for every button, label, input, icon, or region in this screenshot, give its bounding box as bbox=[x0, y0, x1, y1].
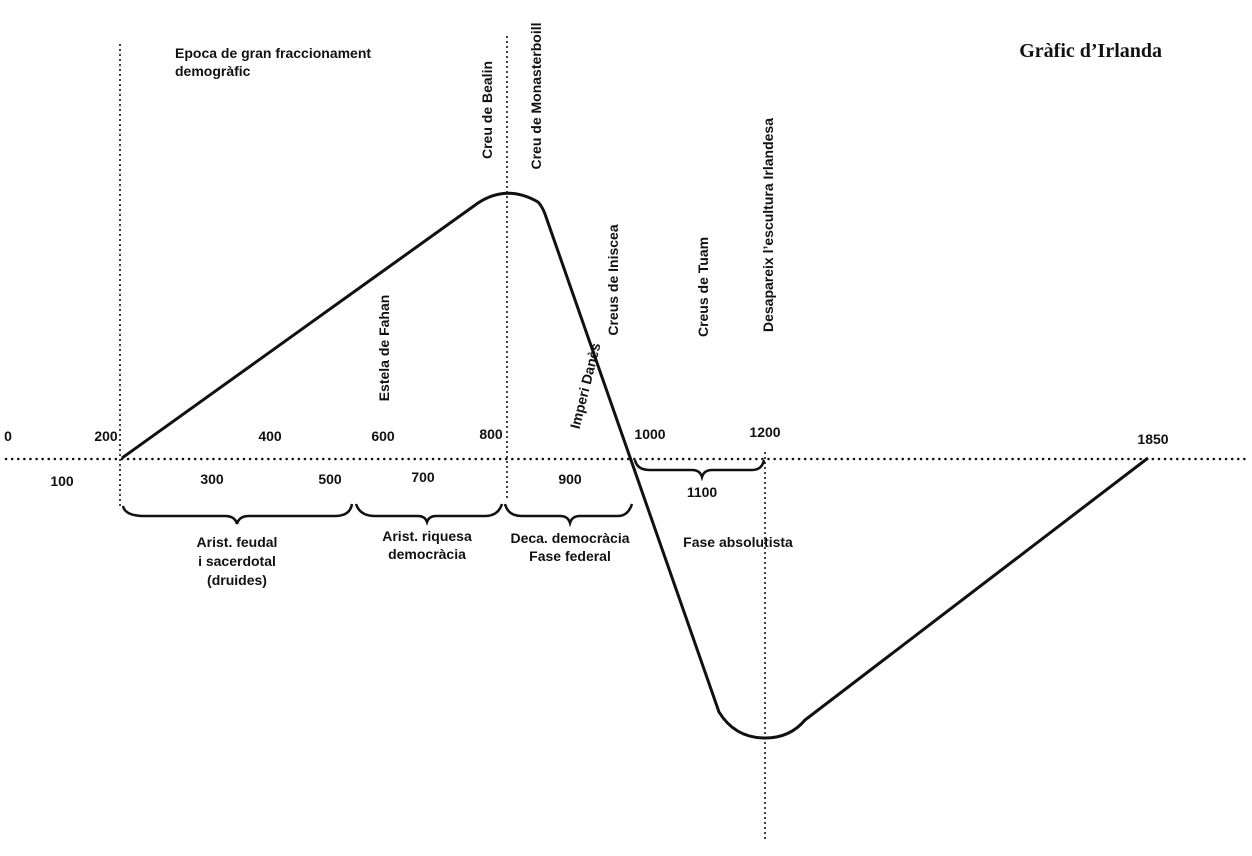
event-label: Estela de Fahan bbox=[376, 295, 392, 402]
brace bbox=[121, 503, 354, 525]
phase-label: i sacerdotal bbox=[198, 553, 276, 569]
brace bbox=[503, 503, 634, 528]
year-label: 1200 bbox=[749, 424, 780, 440]
year-label: 200 bbox=[94, 428, 118, 444]
title: Gràfic d’Irlanda bbox=[1019, 40, 1162, 62]
top-note: Epoca de gran fraccionament bbox=[175, 45, 371, 61]
year-label: 300 bbox=[200, 471, 224, 487]
phase-label: Deca. democràcia bbox=[510, 530, 629, 546]
phase-label: democràcia bbox=[388, 546, 466, 562]
year-label: 1850 bbox=[1137, 431, 1168, 447]
phase-label: Arist. feudal bbox=[197, 534, 278, 550]
year-label: 400 bbox=[258, 428, 282, 444]
brace bbox=[354, 503, 504, 526]
top-note: demogràfic bbox=[175, 63, 251, 79]
event-label: Imperi Danès bbox=[567, 341, 604, 430]
phase-label: Arist. riquesa bbox=[382, 528, 472, 544]
year-label: 800 bbox=[479, 426, 503, 442]
phase-label: (druides) bbox=[207, 572, 267, 588]
year-label: 1000 bbox=[634, 426, 665, 442]
year-label: 0 bbox=[4, 428, 12, 444]
year-label: 600 bbox=[371, 428, 395, 444]
phase-label: Fase federal bbox=[529, 548, 611, 564]
year-label: 500 bbox=[318, 471, 342, 487]
brace bbox=[633, 459, 766, 482]
year-label: 100 bbox=[50, 473, 74, 489]
year-label: 900 bbox=[558, 471, 582, 487]
year-label: 1100 bbox=[687, 484, 718, 500]
event-label: Creus de Iniscea bbox=[605, 224, 621, 335]
year-label: 700 bbox=[411, 469, 435, 485]
phase-label: Fase absolutista bbox=[683, 534, 793, 550]
event-label: Creu de Bealin bbox=[479, 61, 495, 159]
history-curve bbox=[121, 191, 1149, 740]
event-label: Desapareix l’escultura Irlandesa bbox=[760, 118, 776, 332]
event-label: Creus de Tuam bbox=[695, 237, 711, 337]
event-label: Creu de Monasterboill bbox=[528, 22, 544, 169]
